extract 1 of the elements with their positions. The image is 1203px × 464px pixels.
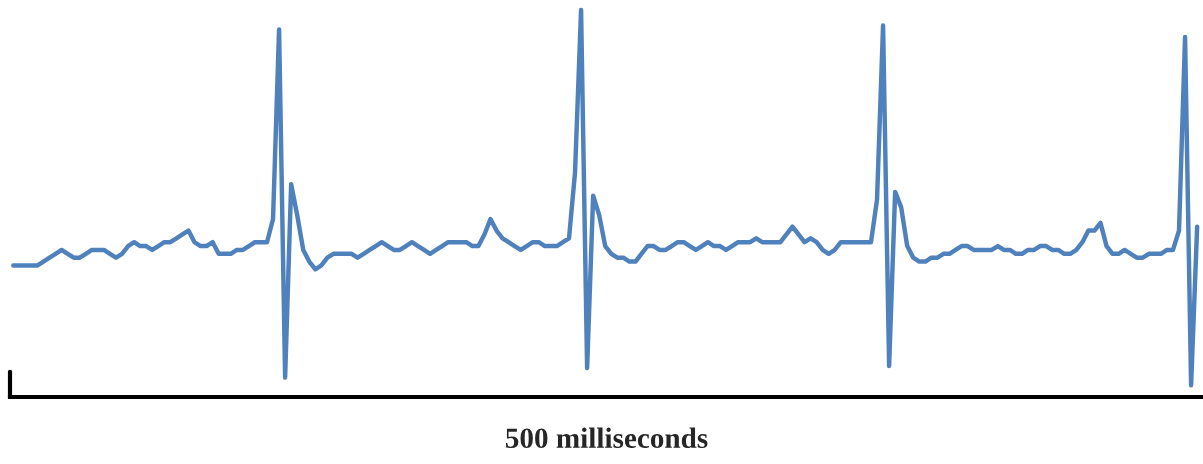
x-axis-title: 500 milliseconds [505,427,708,449]
